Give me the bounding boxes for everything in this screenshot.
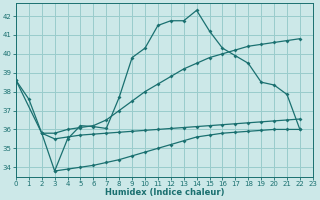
X-axis label: Humidex (Indice chaleur): Humidex (Indice chaleur)	[105, 188, 224, 197]
